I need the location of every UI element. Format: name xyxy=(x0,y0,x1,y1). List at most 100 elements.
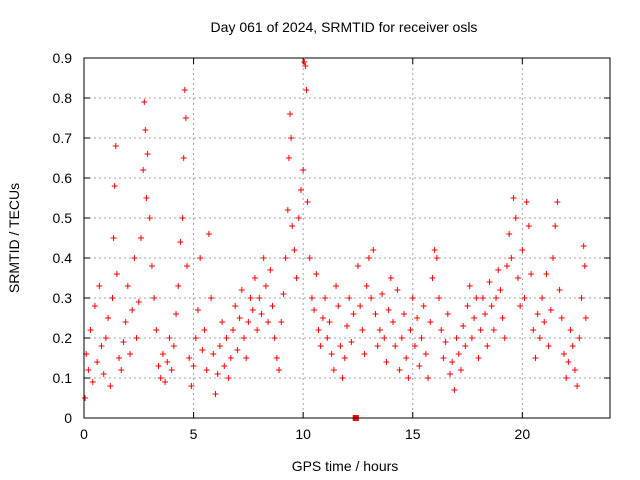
data-point xyxy=(254,327,261,333)
data-point xyxy=(578,295,585,301)
x-tick-label: 0 xyxy=(80,426,88,442)
data-point xyxy=(471,315,478,321)
data-point xyxy=(157,375,164,381)
data-point xyxy=(89,379,96,385)
data-point xyxy=(303,87,310,93)
data-point xyxy=(205,231,212,237)
data-point xyxy=(486,279,493,285)
data-point xyxy=(322,295,329,301)
y-tick-label: 0.7 xyxy=(53,130,73,146)
data-point xyxy=(113,271,120,277)
data-point xyxy=(379,291,386,297)
plot-frame xyxy=(83,57,611,419)
data-point xyxy=(449,359,456,365)
x-tick-label: 20 xyxy=(515,426,531,442)
data-point xyxy=(319,315,326,321)
data-point xyxy=(574,383,581,389)
x-tick-label: 15 xyxy=(405,426,421,442)
data-point xyxy=(418,335,425,341)
data-point xyxy=(337,343,344,349)
data-point xyxy=(407,327,414,333)
data-point xyxy=(301,59,308,65)
data-point xyxy=(554,199,561,205)
data-point xyxy=(249,307,256,313)
data-point xyxy=(135,299,142,305)
data-point xyxy=(466,283,473,289)
data-point xyxy=(164,359,171,365)
data-point xyxy=(532,355,539,361)
data-point xyxy=(396,367,403,373)
y-tick-label: 0.2 xyxy=(53,330,73,346)
data-point xyxy=(501,335,508,341)
data-point xyxy=(179,215,186,221)
data-point xyxy=(525,223,532,229)
data-point xyxy=(258,311,265,317)
data-point xyxy=(110,235,117,241)
data-point xyxy=(374,343,381,349)
data-point xyxy=(173,311,180,317)
data-point xyxy=(232,303,239,309)
data-points xyxy=(82,59,589,421)
data-point xyxy=(214,371,221,377)
data-point xyxy=(210,351,217,357)
data-point xyxy=(523,199,530,205)
data-point xyxy=(547,307,554,313)
data-point xyxy=(552,223,559,229)
data-point xyxy=(506,231,513,237)
data-point xyxy=(124,283,131,289)
data-point xyxy=(447,371,454,377)
y-tick-label: 0.3 xyxy=(53,290,73,306)
data-point xyxy=(133,335,140,341)
data-point xyxy=(291,247,298,253)
data-point xyxy=(129,307,136,313)
data-point xyxy=(567,327,574,333)
data-point xyxy=(175,283,182,289)
data-point xyxy=(565,359,572,365)
data-point xyxy=(460,323,467,329)
data-point xyxy=(534,311,541,317)
data-point xyxy=(289,223,296,229)
data-point xyxy=(536,335,543,341)
data-point xyxy=(512,215,519,221)
data-point xyxy=(429,275,436,281)
y-tick-label: 0.9 xyxy=(53,50,73,66)
data-point xyxy=(339,375,346,381)
data-point xyxy=(346,295,353,301)
data-point xyxy=(243,355,250,361)
data-point xyxy=(363,283,370,289)
data-point xyxy=(543,271,550,277)
data-point xyxy=(141,99,148,105)
data-point xyxy=(302,63,309,69)
data-point xyxy=(265,319,272,325)
data-point xyxy=(473,295,480,301)
axis-ticks: 0 0.1 0.2 0.3 0.4 0.5 0.6 0.7 0.8 0.9 0 5 10 15 20 xyxy=(53,50,610,442)
data-point xyxy=(85,367,92,373)
data-point xyxy=(571,367,578,373)
grid-lines xyxy=(84,58,610,418)
data-point xyxy=(519,247,526,253)
data-point xyxy=(581,263,588,269)
data-point xyxy=(400,311,407,317)
data-point xyxy=(236,315,243,321)
data-point xyxy=(190,363,197,369)
data-point xyxy=(82,395,89,401)
data-point xyxy=(420,303,427,309)
data-point xyxy=(221,363,228,369)
data-point xyxy=(127,351,134,357)
data-point xyxy=(436,295,443,301)
data-point xyxy=(282,255,289,261)
data-point xyxy=(422,351,429,357)
data-point xyxy=(499,315,506,321)
data-point xyxy=(285,155,292,161)
data-point xyxy=(177,239,184,245)
data-point xyxy=(556,287,563,293)
x-tick-label: 5 xyxy=(190,426,198,442)
data-point xyxy=(288,135,295,141)
data-point xyxy=(361,351,368,357)
data-point xyxy=(188,383,195,389)
data-point xyxy=(387,275,394,281)
data-point xyxy=(94,359,101,365)
data-point xyxy=(225,375,232,381)
data-point xyxy=(394,287,401,293)
data-point xyxy=(131,255,138,261)
